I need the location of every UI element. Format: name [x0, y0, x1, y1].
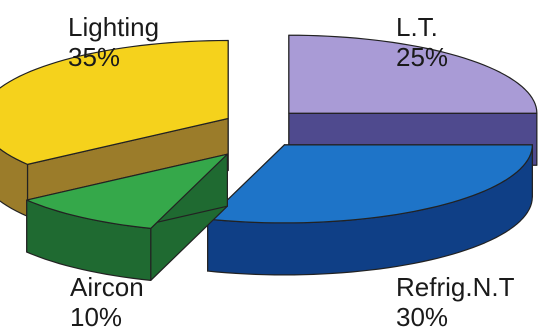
slice-lighting-top	[0, 39, 229, 165]
slice-aircon-top	[26, 153, 228, 229]
label-lt: L.T.	[396, 12, 438, 42]
label-lighting: Lighting	[68, 12, 159, 42]
value-lt: 25%	[396, 42, 448, 72]
label-refrig: Refrig.N.T	[396, 272, 515, 302]
label-aircon: Aircon	[70, 272, 144, 302]
value-lighting: 35%	[68, 42, 120, 72]
value-aircon: 10%	[70, 302, 122, 330]
slice-aircon	[26, 153, 228, 281]
value-refrig: 30%	[396, 302, 448, 330]
slice-l-t-top	[288, 34, 538, 114]
slice-refrig-n-t-top	[207, 144, 533, 224]
slice-refrig-n-t	[207, 144, 533, 276]
pie-slices	[0, 34, 538, 281]
